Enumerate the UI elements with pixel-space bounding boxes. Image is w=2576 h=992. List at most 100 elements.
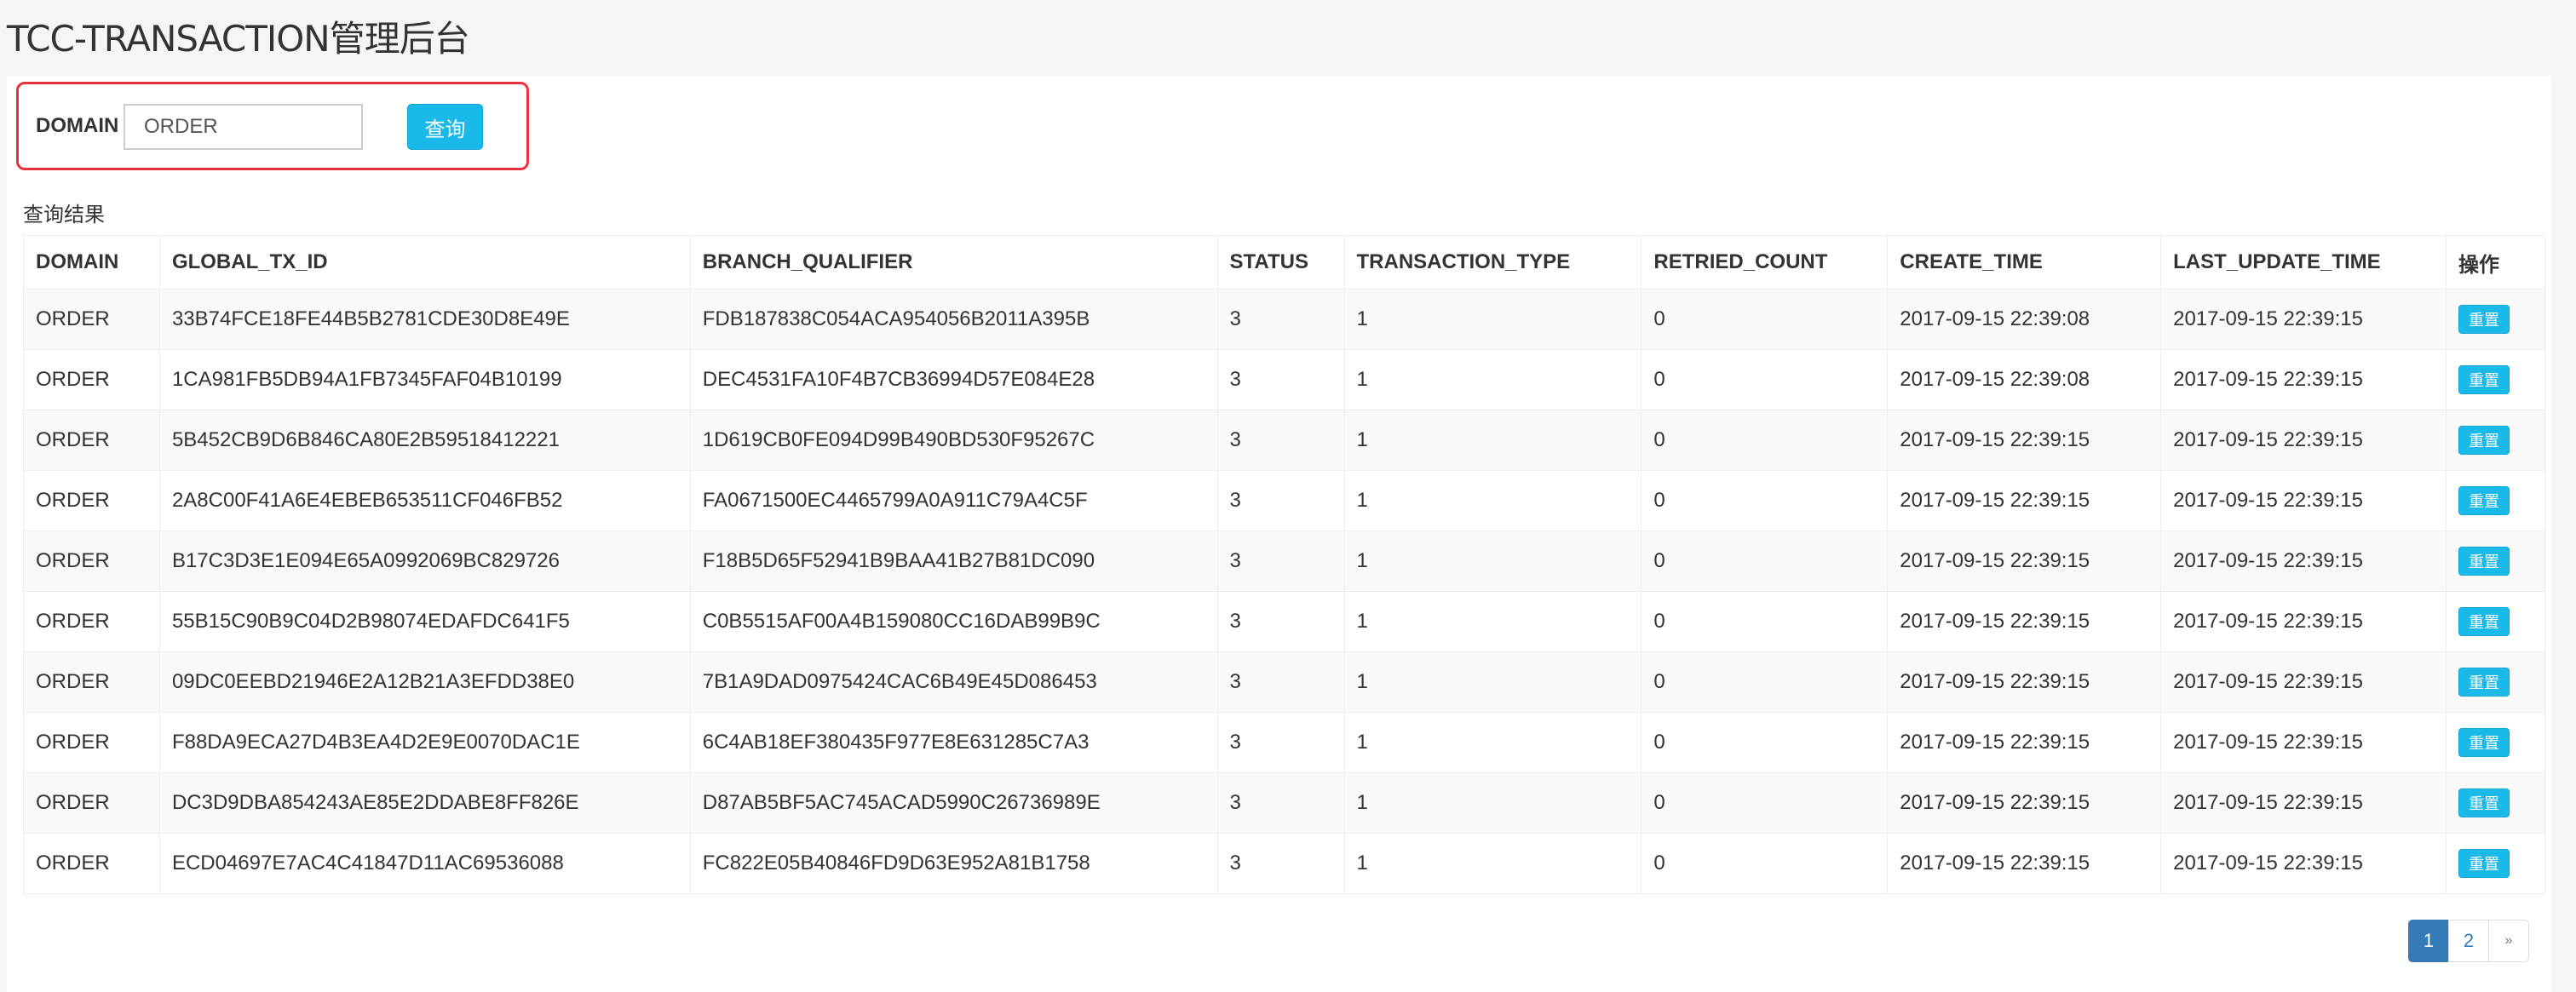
pagination: 1 2 » [2408, 920, 2529, 962]
table-cell: 1 [1343, 772, 1642, 834]
reset-button[interactable]: 重置 [2458, 728, 2510, 757]
table-row: ORDER B17C3D3E1E094E65A0992069BC829726 F18… [23, 530, 2546, 592]
table-cell: 2017-09-15 22:39:15 [2160, 349, 2447, 410]
action-cell: 重置 [2445, 833, 2546, 894]
table-cell: 1 [1343, 470, 1642, 531]
table-cell: FA0671500EC4465799A0A911C79A4C5F [689, 470, 1218, 531]
table-cell: 1 [1343, 833, 1642, 894]
table-cell: 2017-09-15 22:39:15 [1887, 712, 2162, 773]
table-cell: 2017-09-15 22:39:15 [2160, 410, 2447, 471]
table-cell: 0 [1641, 772, 1889, 834]
table-cell: 1 [1343, 651, 1642, 713]
reset-button[interactable]: 重置 [2458, 668, 2510, 697]
table-cell: ORDER [23, 289, 160, 350]
reset-button[interactable]: 重置 [2458, 788, 2510, 817]
table-row: ORDER 1CA981FB5DB94A1FB7345FAF04B10199 DEC… [23, 349, 2546, 410]
table-cell: 33B74FCE18FE44B5B2781CDE30D8E49E [158, 289, 691, 350]
action-cell: 重置 [2445, 530, 2546, 592]
table-cell: 0 [1641, 651, 1889, 713]
column-header: STATUS [1216, 235, 1345, 290]
table-cell: 1CA981FB5DB94A1FB7345FAF04B10199 [158, 349, 691, 410]
table-cell: 2017-09-15 22:39:15 [1887, 591, 2162, 652]
action-cell: 重置 [2445, 349, 2546, 410]
action-cell: 重置 [2445, 591, 2546, 652]
table-cell: C0B5515AF00A4B159080CC16DAB99B9C [689, 591, 1218, 652]
page-2-button[interactable]: 2 [2448, 920, 2489, 962]
results-heading: 查询结果 [23, 203, 105, 226]
table-cell: 1 [1343, 591, 1642, 652]
reset-button[interactable]: 重置 [2458, 547, 2510, 576]
table-cell: 1 [1343, 289, 1642, 350]
table-header-row: DOMAIN GLOBAL_TX_ID BRANCH_QUALIFIER STATUS… [23, 235, 2546, 290]
table-cell: 1 [1343, 712, 1642, 773]
table-cell: 1 [1343, 349, 1642, 410]
reset-button[interactable]: 重置 [2458, 426, 2510, 455]
table-cell: B17C3D3E1E094E65A0992069BC829726 [158, 530, 691, 592]
domain-label: DOMAIN [36, 114, 119, 137]
reset-button[interactable]: 重置 [2458, 849, 2510, 878]
table-cell: ORDER [23, 530, 160, 592]
table-cell: 55B15C90B9C04D2B98074EDAFDC641F5 [158, 591, 691, 652]
action-cell: 重置 [2445, 772, 2546, 834]
table-cell: 09DC0EEBD21946E2A12B21A3EFDD38E0 [158, 651, 691, 713]
reset-button[interactable]: 重置 [2458, 365, 2510, 394]
table-cell: ORDER [23, 410, 160, 471]
column-header: LAST_UPDATE_TIME [2160, 235, 2447, 290]
table-row: ORDER ECD04697E7AC4C41847D11AC69536088 FC8… [23, 833, 2546, 894]
table-cell: 0 [1641, 349, 1889, 410]
table-cell: 2017-09-15 22:39:15 [1887, 651, 2162, 713]
action-cell: 重置 [2445, 470, 2546, 531]
table-cell: 1 [1343, 410, 1642, 471]
table-cell: 2017-09-15 22:39:15 [1887, 833, 2162, 894]
search-highlight-box [16, 82, 529, 170]
page-title: TCC-TRANSACTION管理后台 [7, 18, 470, 60]
table-cell: 3 [1216, 651, 1345, 713]
table-cell: D87AB5BF5AC745ACAD5990C26736989E [689, 772, 1218, 834]
reset-button[interactable]: 重置 [2458, 607, 2510, 636]
table-cell: 3 [1216, 410, 1345, 471]
column-header: 操作 [2445, 235, 2546, 290]
table-cell: FC822E05B40846FD9D63E952A81B1758 [689, 833, 1218, 894]
table-cell: 2017-09-15 22:39:08 [1887, 349, 2162, 410]
table-cell: ECD04697E7AC4C41847D11AC69536088 [158, 833, 691, 894]
column-header: BRANCH_QUALIFIER [689, 235, 1218, 290]
table-cell: 2017-09-15 22:39:15 [2160, 833, 2447, 894]
action-cell: 重置 [2445, 410, 2546, 471]
table-cell: 0 [1641, 833, 1889, 894]
table-cell: 2A8C00F41A6E4EBEB653511CF046FB52 [158, 470, 691, 531]
table-cell: 2017-09-15 22:39:15 [2160, 470, 2447, 531]
table-cell: 3 [1216, 530, 1345, 592]
column-header: RETRIED_COUNT [1641, 235, 1889, 290]
table-cell: FDB187838C054ACA954056B2011A395B [689, 289, 1218, 350]
table-cell: 3 [1216, 349, 1345, 410]
next-page-button[interactable]: » [2488, 920, 2529, 962]
table-cell: 3 [1216, 833, 1345, 894]
table-cell: 2017-09-15 22:39:15 [2160, 772, 2447, 834]
table-cell: 3 [1216, 712, 1345, 773]
reset-button[interactable]: 重置 [2458, 305, 2510, 334]
table-cell: F18B5D65F52941B9BAA41B27B81DC090 [689, 530, 1218, 592]
table-cell: 2017-09-15 22:39:15 [2160, 651, 2447, 713]
table-row: ORDER DC3D9DBA854243AE85E2DDABE8FF826E D87… [23, 772, 2546, 834]
table-cell: 2017-09-15 22:39:15 [1887, 470, 2162, 531]
table-cell: 5B452CB9D6B846CA80E2B59518412221 [158, 410, 691, 471]
query-button[interactable]: 查询 [407, 104, 483, 150]
column-header: DOMAIN [23, 235, 160, 290]
table-cell: 3 [1216, 591, 1345, 652]
table-cell: 0 [1641, 712, 1889, 773]
page-1-button[interactable]: 1 [2408, 920, 2449, 962]
table-row: ORDER F88DA9ECA27D4B3EA4D2E9E0070DAC1E 6C4… [23, 712, 2546, 773]
column-header: CREATE_TIME [1887, 235, 2162, 290]
table-cell: 0 [1641, 591, 1889, 652]
reset-button[interactable]: 重置 [2458, 486, 2510, 515]
table-cell: 2017-09-15 22:39:15 [1887, 530, 2162, 592]
table-cell: 0 [1641, 289, 1889, 350]
table-cell: 2017-09-15 22:39:15 [2160, 712, 2447, 773]
domain-input[interactable] [124, 104, 363, 150]
table-cell: ORDER [23, 349, 160, 410]
table-cell: ORDER [23, 470, 160, 531]
table-cell: F88DA9ECA27D4B3EA4D2E9E0070DAC1E [158, 712, 691, 773]
table-cell: ORDER [23, 833, 160, 894]
table-cell: 3 [1216, 470, 1345, 531]
table-cell: 0 [1641, 470, 1889, 531]
